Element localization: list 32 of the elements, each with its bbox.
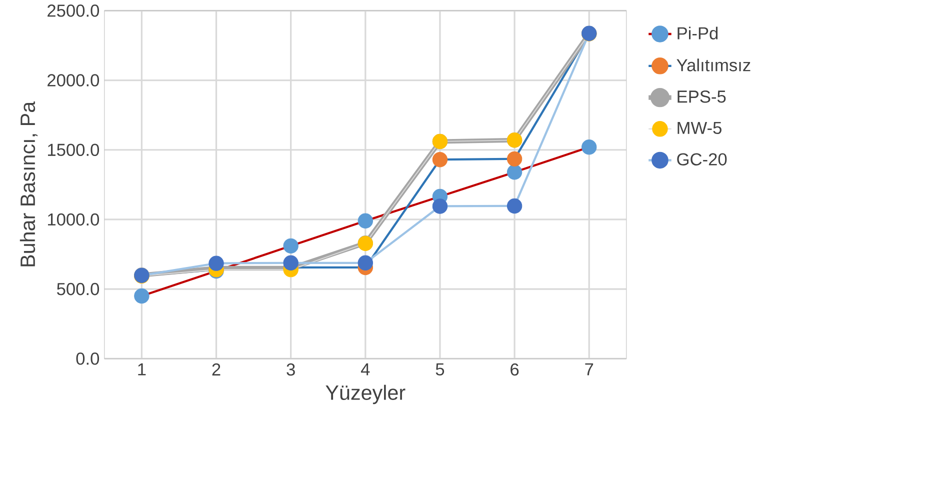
point [358,213,374,228]
y-tick-label: 0.0 [76,352,100,365]
point [506,151,522,167]
point [134,288,150,304]
x-tick-label: 7 [585,363,594,376]
point [432,152,448,168]
legend-label: MW-5 [678,122,722,134]
y-tick-label: 2000.0 [48,74,100,86]
y-tick-label: 1000.0 [48,213,100,226]
x-tick-label: 6 [510,363,519,376]
y-tick-label: 1500.0 [48,144,100,156]
y-tick-label: 500.0 [57,282,100,296]
legend-label: Pi-Pd [678,26,718,40]
point [506,164,522,180]
point [283,255,298,271]
y-tick-label: 2500.0 [48,4,100,17]
x-tick-label: 1 [138,363,146,376]
point [582,139,597,155]
point [506,198,522,214]
point [208,256,224,271]
x-tick-label: 2 [212,363,220,376]
legend-label: GC-20 [677,153,727,166]
x-tick-label: 5 [436,363,444,376]
point [432,198,448,214]
point [358,255,374,271]
legend-label: Yalıtımsız [676,58,750,72]
x-tick-label: 3 [286,363,295,376]
legend-label: EPS-5 [678,90,726,103]
point [283,238,298,254]
y-axis-title: Buhar Basıncı, Pa [20,101,38,266]
x-tick-label: 4 [360,363,370,376]
x-axis-title: Yüzeyler [326,384,406,404]
